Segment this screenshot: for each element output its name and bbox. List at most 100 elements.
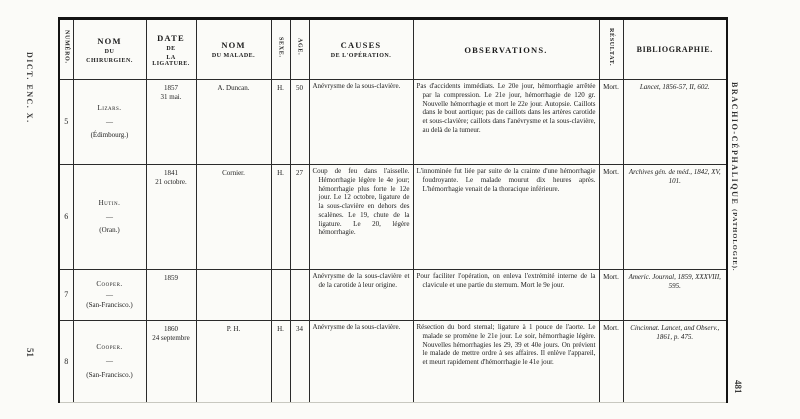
cell-sexe: H. (270, 164, 291, 270)
separator-dash: — (106, 290, 113, 299)
cell-bibliographie: Cincinnat. Lancet, and Observ., 1861, p.… (622, 320, 728, 403)
table-row-case-7: 7 Cooper. — (San-Francisco.) 1859 Anévry… (58, 269, 728, 321)
date-header-line2: DE (166, 45, 176, 52)
table-row-case-5: 5 Lizars. — (Édimbourg.) 1857 31 mai. A.… (58, 79, 728, 165)
date-header-line1: DATE (157, 32, 185, 43)
date-day: 21 octobre. (155, 177, 187, 186)
cell-chirurgien: Hutin. — (Oran.) (72, 164, 147, 270)
cell-bibliographie: Americ. Journal, 1859, XXXVIII, 595. (622, 269, 728, 321)
sexe-header-label: SEXE. (277, 36, 284, 58)
cell-date: 1860 24 septembre (145, 320, 197, 403)
cell-numero: 8 (58, 320, 74, 403)
left-margin-page-number: 51 (25, 348, 35, 357)
causes-text: Anévrysme de la sous-clavière. (312, 323, 401, 331)
surgeon-place: (San-Francisco.) (86, 301, 133, 310)
col-header-malade: NOM DU MALADE. (195, 18, 272, 80)
cell-resultat: Mort. (598, 79, 624, 165)
cell-observations: L'innominée fut liée par suite de la cra… (412, 164, 600, 270)
cell-sexe: H. (270, 79, 291, 165)
observations-header-label: OBSERVATIONS. (464, 44, 548, 55)
cell-bibliographie: Lancet, 1856-57, II, 602. (622, 79, 728, 165)
cell-resultat: Mort. (598, 269, 624, 321)
malade-header-line2: DU MALADE. (211, 53, 256, 59)
date-day: 31 mai. (160, 92, 182, 101)
date-day: 24 septembre (152, 333, 190, 342)
surgeon-name: Cooper. (96, 343, 123, 352)
cell-causes: Anévrysme de la sous-clavière et de la c… (308, 269, 414, 321)
observations-text: Résection du bord sternal; ligature à 1 … (416, 323, 596, 366)
cell-chirurgien: Cooper. — (San-Francisco.) (72, 320, 147, 403)
surgeon-name: Cooper. (96, 279, 123, 288)
cell-age: 50 (289, 79, 310, 165)
cell-age (289, 269, 310, 321)
cell-causes: Anévrysme de la sous-clavière. (308, 79, 414, 165)
cell-date: 1841 21 octobre. (145, 164, 197, 270)
cell-date: 1857 31 mai. (145, 79, 197, 165)
cell-observations: Résection du bord sternal; ligature à 1 … (412, 320, 600, 403)
cell-sexe: H. (270, 320, 291, 403)
table-row-case-6: 6 Hutin. — (Oran.) 1841 21 octobre. Corn… (58, 164, 728, 270)
causes-text: Coup de feu dans l'aisselle. Hémorrhagie… (312, 167, 410, 237)
causes-header-line2: DE L'OPÉRATION. (330, 53, 392, 59)
date-year: 1860 (164, 325, 178, 333)
cell-numero: 5 (58, 79, 74, 165)
col-header-chirurgien: NOM DU CHIRURGIEN. (72, 18, 147, 80)
causes-text: Anévrysme de la sous-clavière et de la c… (312, 272, 410, 289)
date-year: 1857 (164, 84, 178, 92)
ligature-case-table: NUMÉRO. NOM DU CHIRURGIEN. DATE DE LA LI… (58, 17, 728, 403)
date-year: 1841 (164, 169, 178, 177)
cell-causes: Coup de feu dans l'aisselle. Hémorrhagie… (308, 164, 414, 270)
col-header-age: AGE. (289, 18, 310, 80)
surgeon-name: Hutin. (98, 198, 121, 207)
surgeon-place: (Oran.) (99, 226, 120, 235)
chirurgien-header-line3: CHIRURGIEN. (86, 57, 133, 64)
table-header-row: NUMÉRO. NOM DU CHIRURGIEN. DATE DE LA LI… (58, 18, 728, 80)
col-header-date: DATE DE LA LIGATURE. (145, 18, 197, 80)
numero-header-label: NUMÉRO. (63, 30, 70, 64)
date-year: 1859 (164, 274, 178, 282)
col-header-numero: NUMÉRO. (58, 18, 74, 80)
separator-dash: — (106, 117, 113, 126)
cell-age: 34 (289, 320, 310, 403)
causes-text: Anévrysme de la sous-clavière. (312, 82, 401, 90)
observations-text: L'innominée fut liée par suite de la cra… (416, 167, 596, 193)
right-margin-title-main: BRACHIO-CÉPHALIQUE (730, 82, 739, 206)
cell-age: 27 (289, 164, 310, 270)
date-header-line3: LA LIGATURE. (152, 54, 190, 67)
observations-text: Pas d'accidents immédiats. Le 20e jour, … (416, 82, 596, 134)
malade-header-line1: NOM (221, 40, 246, 50)
bibliographie-header-label: BIBLIOGRAPHIE. (636, 45, 713, 54)
cell-malade: Cornier. (195, 164, 272, 270)
cell-malade: P. H. (195, 320, 272, 403)
col-header-causes: CAUSES DE L'OPÉRATION. (308, 18, 414, 80)
causes-header-line1: CAUSES (340, 40, 382, 50)
chirurgien-header-line2: DU (104, 48, 115, 55)
col-header-sexe: SEXE. (270, 18, 291, 80)
cell-chirurgien: Lizars. — (Édimbourg.) (72, 79, 147, 165)
cell-chirurgien: Cooper. — (San-Francisco.) (72, 269, 147, 321)
cell-bibliographie: Archives gén. de méd., 1842, XV, 101. (622, 164, 728, 270)
col-header-bibliographie: BIBLIOGRAPHIE. (622, 18, 728, 80)
cell-numero: 7 (58, 269, 74, 321)
right-margin-title-sub: (PATHOLOGIE). (731, 209, 738, 272)
cell-malade: A. Duncan. (195, 79, 272, 165)
cell-resultat: Mort. (598, 164, 624, 270)
cell-observations: Pas d'accidents immédiats. Le 20e jour, … (412, 79, 600, 165)
right-margin-running-title: BRACHIO-CÉPHALIQUE (PATHOLOGIE). (730, 82, 739, 272)
resultat-header-label: RÉSULTAT. (608, 27, 614, 67)
surgeon-place: (San-Francisco.) (86, 370, 133, 379)
cell-malade (195, 269, 272, 321)
age-header-label: AGE. (296, 38, 303, 56)
chirurgien-header-line1: NOM (97, 35, 122, 46)
separator-dash: — (106, 357, 113, 366)
cell-observations: Pour faciliter l'opération, on enleva l'… (412, 269, 600, 321)
cell-sexe (270, 269, 291, 321)
surgeon-name: Lizars. (97, 103, 122, 112)
cell-date: 1859 (145, 269, 197, 321)
cell-causes: Anévrysme de la sous-clavière. (308, 320, 414, 403)
surgeon-place: (Édimbourg.) (90, 131, 129, 140)
left-margin-note: DICT. ENC. X. (25, 52, 34, 124)
cell-numero: 6 (58, 164, 74, 270)
col-header-observations: OBSERVATIONS. (412, 18, 600, 80)
cell-resultat: Mort. (598, 320, 624, 403)
